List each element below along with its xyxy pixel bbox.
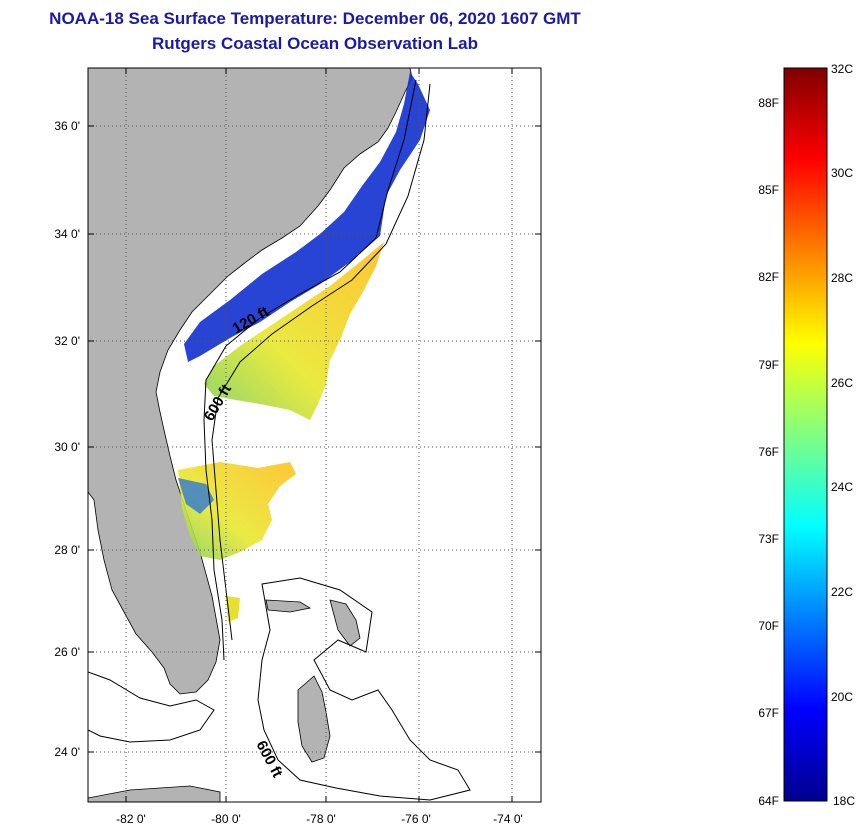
- cb-f-67: 67F: [758, 706, 779, 720]
- lat-label-28: 28 0': [54, 543, 80, 557]
- lon-axis: -82 0' -80 0' -78 0' -76 0' -74 0': [116, 68, 523, 826]
- lon-label-74: -74 0': [493, 812, 523, 826]
- contour-bahamas: [257, 577, 471, 801]
- sst-offshore-warm: [204, 242, 384, 420]
- cb-f-79: 79F: [758, 358, 779, 372]
- lon-label-82: -82 0': [116, 812, 146, 826]
- cb-f-64: 64F: [758, 794, 779, 808]
- cb-c-20: 20C: [831, 690, 853, 704]
- cb-c-18: 18C: [833, 794, 855, 808]
- sst-coastal-cold: [184, 72, 430, 362]
- island-andros: [297, 675, 331, 763]
- land-mainland: [88, 68, 413, 695]
- lat-axis: 36 0' 34 0' 32 0' 30 0' 28 0' 26 0' 24 0…: [54, 119, 541, 759]
- lat-label-30: 30 0': [54, 440, 80, 454]
- cb-f-70: 70F: [758, 619, 779, 633]
- map-border: [87, 67, 542, 803]
- cb-f-88: 88F: [758, 96, 779, 110]
- cb-c-32: 32C: [831, 62, 853, 76]
- cb-f-73: 73F: [758, 532, 779, 546]
- cb-f-85: 85F: [758, 183, 779, 197]
- lat-label-26: 26 0': [54, 645, 80, 659]
- cb-c-28: 28C: [831, 271, 853, 285]
- cb-c-26: 26C: [831, 376, 853, 390]
- cb-c-24: 24C: [831, 480, 853, 494]
- lat-label-32: 32 0': [54, 334, 80, 348]
- contour-keys: [88, 671, 215, 743]
- land-keys: [88, 785, 221, 802]
- cb-f-82: 82F: [758, 270, 779, 284]
- map-title: NOAA-18 Sea Surface Temperature: Decembe…: [49, 9, 581, 28]
- lat-label-24: 24 0': [54, 745, 80, 759]
- lon-label-78: -78 0': [306, 812, 336, 826]
- island-abaco: [329, 599, 361, 647]
- island-grand-bahama: [265, 599, 312, 613]
- contour-600ft: [211, 83, 431, 641]
- contour-120ft: [203, 79, 417, 661]
- sst-south-blue: [178, 478, 214, 514]
- cb-c-22: 22C: [831, 585, 853, 599]
- cb-c-30: 30C: [831, 166, 853, 180]
- colorbar: 32C 30C 28C 26C 24C 22C 20C 18C 88F 85F …: [758, 62, 855, 808]
- colorbar-bar: [783, 67, 828, 802]
- cb-f-76: 76F: [758, 445, 779, 459]
- lon-label-76: -76 0': [401, 812, 431, 826]
- map-subtitle: Rutgers Coastal Ocean Observation Lab: [152, 34, 478, 53]
- lat-label-34: 34 0': [54, 227, 80, 241]
- lon-label-80: -80 0': [211, 812, 241, 826]
- lat-label-36: 36 0': [54, 119, 80, 133]
